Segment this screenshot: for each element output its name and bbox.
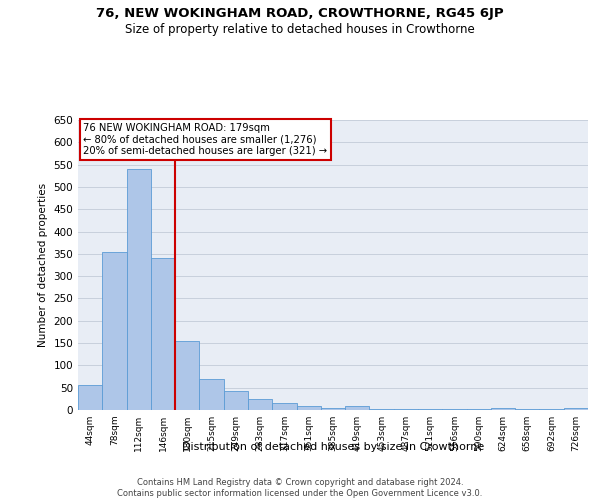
- Bar: [394, 409, 418, 410]
- Y-axis label: Number of detached properties: Number of detached properties: [38, 183, 48, 347]
- Text: Distribution of detached houses by size in Crowthorne: Distribution of detached houses by size …: [182, 442, 484, 452]
- Bar: [199, 379, 224, 410]
- Bar: [442, 409, 467, 410]
- Bar: [78, 384, 102, 410]
- Bar: [224, 392, 248, 410]
- Bar: [370, 409, 394, 410]
- Bar: [418, 409, 442, 410]
- Bar: [296, 406, 321, 410]
- Bar: [272, 404, 296, 410]
- Text: Contains HM Land Registry data © Crown copyright and database right 2024.
Contai: Contains HM Land Registry data © Crown c…: [118, 478, 482, 498]
- Bar: [127, 169, 151, 410]
- Bar: [345, 406, 370, 410]
- Bar: [564, 408, 588, 410]
- Text: 76, NEW WOKINGHAM ROAD, CROWTHORNE, RG45 6JP: 76, NEW WOKINGHAM ROAD, CROWTHORNE, RG45…: [96, 8, 504, 20]
- Bar: [248, 399, 272, 410]
- Text: 76 NEW WOKINGHAM ROAD: 179sqm
← 80% of detached houses are smaller (1,276)
20% o: 76 NEW WOKINGHAM ROAD: 179sqm ← 80% of d…: [83, 123, 327, 156]
- Bar: [539, 409, 564, 410]
- Text: Size of property relative to detached houses in Crowthorne: Size of property relative to detached ho…: [125, 22, 475, 36]
- Bar: [467, 409, 491, 410]
- Bar: [515, 409, 539, 410]
- Bar: [151, 258, 175, 410]
- Bar: [491, 408, 515, 410]
- Bar: [321, 408, 345, 410]
- Bar: [175, 341, 199, 410]
- Bar: [102, 252, 127, 410]
